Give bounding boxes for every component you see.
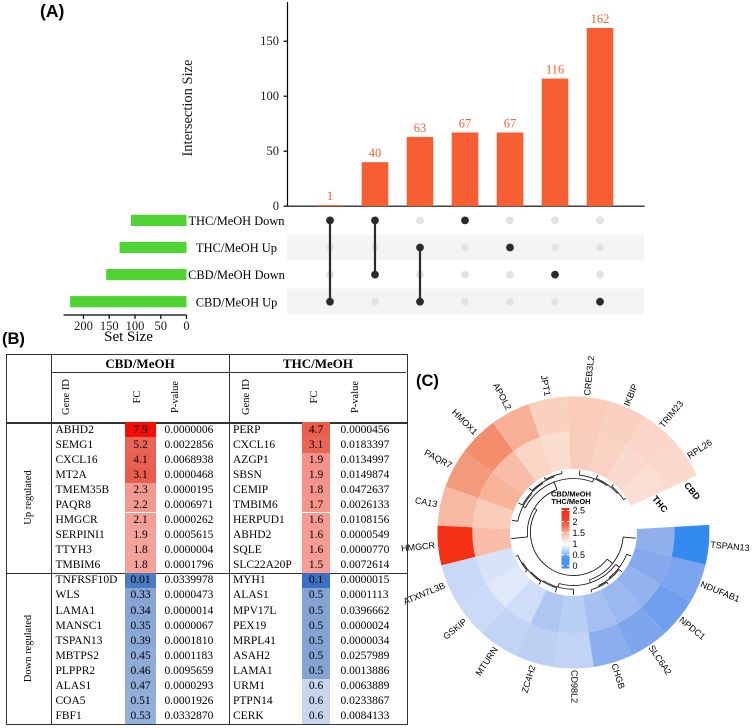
svg-text:NPDC1: NPDC1 <box>677 615 707 642</box>
svg-text:0.5: 0.5 <box>573 550 586 560</box>
svg-text:50: 50 <box>155 319 168 333</box>
svg-text:CA13: CA13 <box>414 495 438 509</box>
svg-text:CBD/MeOH Down: CBD/MeOH Down <box>188 268 285 282</box>
svg-text:CBD: CBD <box>682 480 703 502</box>
svg-text:200: 200 <box>74 319 93 333</box>
svg-text:0: 0 <box>183 319 189 333</box>
svg-text:IKBIP: IKBIP <box>622 382 640 407</box>
svg-text:GSKIP: GSKIP <box>441 616 469 641</box>
svg-text:NDUFAB1: NDUFAB1 <box>699 579 741 604</box>
svg-text:PAQR7: PAQR7 <box>423 447 454 470</box>
svg-text:JPT1: JPT1 <box>539 374 553 397</box>
svg-text:TRIM23: TRIM23 <box>657 399 685 430</box>
svg-text:HMOX1: HMOX1 <box>450 407 480 437</box>
svg-text:CBD/MeOH: CBD/MeOH <box>551 490 591 499</box>
svg-text:THC/MeOH Up: THC/MeOH Up <box>196 241 277 255</box>
svg-text:THC: THC <box>650 494 670 515</box>
svg-text:CD98L2: CD98L2 <box>569 670 579 703</box>
svg-text:67: 67 <box>459 117 472 131</box>
svg-text:Intersection Size: Intersection Size <box>180 59 196 156</box>
svg-text:67: 67 <box>504 117 517 131</box>
svg-text:1: 1 <box>327 189 333 203</box>
svg-text:THC/MeOH Down: THC/MeOH Down <box>188 214 284 228</box>
svg-text:CHGB: CHGB <box>610 662 627 690</box>
svg-text:150: 150 <box>260 34 279 48</box>
svg-text:100: 100 <box>126 319 145 333</box>
svg-text:2.5: 2.5 <box>573 506 586 516</box>
svg-text:TSPAN13: TSPAN13 <box>710 539 750 553</box>
svg-text:RPL26: RPL26 <box>685 437 714 460</box>
svg-text:1.5: 1.5 <box>573 528 586 538</box>
svg-text:1: 1 <box>573 539 578 549</box>
svg-text:SLC6A2: SLC6A2 <box>647 643 674 676</box>
svg-text:0: 0 <box>573 561 578 571</box>
svg-text:THC/MeOH: THC/MeOH <box>551 497 590 506</box>
svg-text:63: 63 <box>414 121 427 135</box>
svg-text:MTURN: MTURN <box>474 645 500 678</box>
svg-text:0: 0 <box>273 199 279 213</box>
svg-text:CBD/MeOH Up: CBD/MeOH Up <box>196 295 278 309</box>
svg-text:40: 40 <box>369 146 382 160</box>
svg-text:HMGCR: HMGCR <box>401 540 436 553</box>
svg-text:ZC4H2: ZC4H2 <box>520 664 538 694</box>
svg-text:162: 162 <box>591 12 610 26</box>
svg-text:50: 50 <box>267 144 280 158</box>
svg-text:116: 116 <box>546 63 564 77</box>
svg-text:100: 100 <box>260 89 279 103</box>
svg-text:150: 150 <box>100 319 119 333</box>
svg-text:Set Size: Set Size <box>104 329 153 345</box>
svg-text:ATXN7L3B: ATXN7L3B <box>402 580 447 606</box>
svg-text:CREB3L2: CREB3L2 <box>582 355 596 396</box>
svg-text:APOL2: APOL2 <box>491 381 513 411</box>
svg-text:2: 2 <box>573 517 578 527</box>
